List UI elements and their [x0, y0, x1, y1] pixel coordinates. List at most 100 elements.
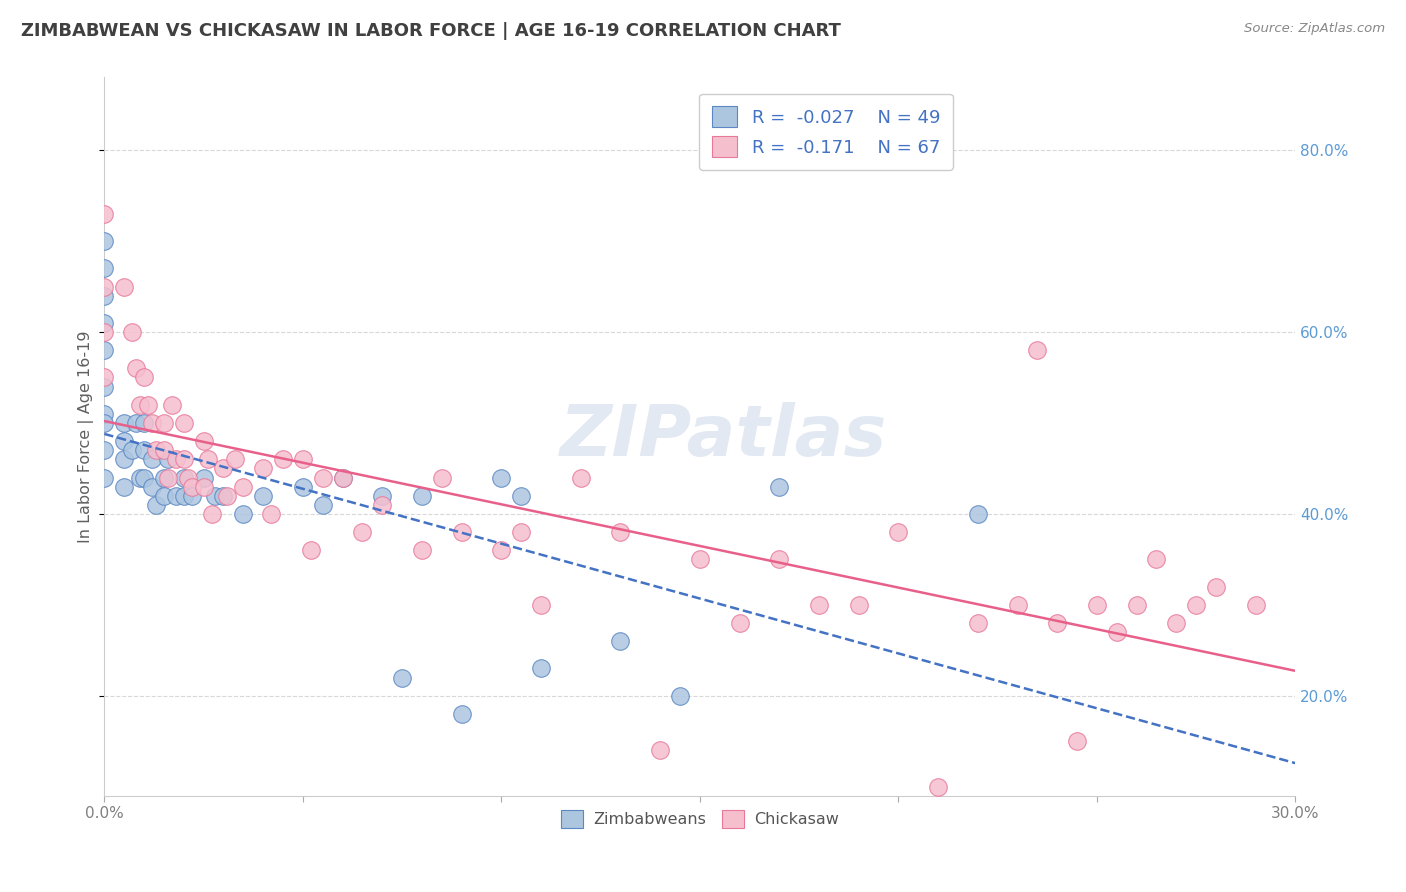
Point — [312, 498, 335, 512]
Point — [93, 288, 115, 302]
Point — [332, 470, 354, 484]
Point — [848, 598, 870, 612]
Point — [217, 489, 239, 503]
Point — [160, 398, 183, 412]
Point — [224, 452, 246, 467]
Point — [132, 416, 155, 430]
Point — [93, 379, 115, 393]
Point — [173, 416, 195, 430]
Point — [966, 615, 988, 630]
Point — [1066, 734, 1088, 748]
Point — [1007, 598, 1029, 612]
Point — [165, 489, 187, 503]
Point — [136, 398, 159, 412]
Point — [165, 452, 187, 467]
Point — [93, 316, 115, 330]
Point — [450, 706, 472, 721]
Point — [132, 443, 155, 458]
Point — [193, 480, 215, 494]
Text: ZIPatlas: ZIPatlas — [560, 402, 887, 471]
Point — [204, 489, 226, 503]
Point — [153, 470, 176, 484]
Y-axis label: In Labor Force | Age 16-19: In Labor Force | Age 16-19 — [79, 330, 94, 543]
Point — [650, 743, 672, 757]
Point — [609, 634, 631, 648]
Point — [93, 279, 115, 293]
Point — [312, 470, 335, 484]
Point — [197, 452, 219, 467]
Point — [125, 361, 148, 376]
Point — [93, 470, 115, 484]
Point — [112, 434, 135, 449]
Point — [411, 543, 433, 558]
Point — [1185, 598, 1208, 612]
Point — [291, 480, 314, 494]
Point — [808, 598, 831, 612]
Point — [260, 507, 283, 521]
Point — [510, 489, 533, 503]
Point — [1125, 598, 1147, 612]
Point — [212, 489, 235, 503]
Point — [530, 598, 553, 612]
Point — [141, 452, 163, 467]
Point — [153, 416, 176, 430]
Point — [232, 480, 254, 494]
Point — [153, 489, 176, 503]
Point — [411, 489, 433, 503]
Point — [145, 443, 167, 458]
Point — [93, 407, 115, 421]
Point — [173, 489, 195, 503]
Point — [173, 452, 195, 467]
Point — [93, 443, 115, 458]
Point — [112, 480, 135, 494]
Point — [430, 470, 453, 484]
Point — [252, 461, 274, 475]
Point — [491, 470, 513, 484]
Point — [93, 207, 115, 221]
Point — [121, 443, 143, 458]
Point — [1085, 598, 1108, 612]
Point — [609, 524, 631, 539]
Point — [768, 480, 790, 494]
Point — [93, 261, 115, 276]
Point — [129, 398, 152, 412]
Point — [966, 507, 988, 521]
Point — [121, 325, 143, 339]
Point — [93, 325, 115, 339]
Point — [173, 470, 195, 484]
Point — [145, 498, 167, 512]
Point — [1026, 343, 1049, 358]
Point — [491, 543, 513, 558]
Point — [569, 470, 592, 484]
Point — [141, 416, 163, 430]
Point — [132, 470, 155, 484]
Point — [887, 524, 910, 539]
Point — [212, 461, 235, 475]
Point — [141, 480, 163, 494]
Point — [200, 507, 222, 521]
Point — [112, 452, 135, 467]
Point — [112, 416, 135, 430]
Point — [689, 552, 711, 566]
Point — [299, 543, 322, 558]
Point — [93, 370, 115, 384]
Point — [177, 470, 200, 484]
Point — [1146, 552, 1168, 566]
Point — [156, 452, 179, 467]
Point — [510, 524, 533, 539]
Point — [530, 661, 553, 675]
Point — [1105, 625, 1128, 640]
Point — [1205, 580, 1227, 594]
Point — [252, 489, 274, 503]
Point — [93, 343, 115, 358]
Point — [180, 489, 202, 503]
Point — [1166, 615, 1188, 630]
Point — [271, 452, 294, 467]
Point — [927, 780, 949, 794]
Point — [180, 480, 202, 494]
Point — [125, 416, 148, 430]
Point — [1046, 615, 1069, 630]
Point — [332, 470, 354, 484]
Legend: Zimbabweans, Chickasaw: Zimbabweans, Chickasaw — [555, 803, 845, 834]
Text: ZIMBABWEAN VS CHICKASAW IN LABOR FORCE | AGE 16-19 CORRELATION CHART: ZIMBABWEAN VS CHICKASAW IN LABOR FORCE |… — [21, 22, 841, 40]
